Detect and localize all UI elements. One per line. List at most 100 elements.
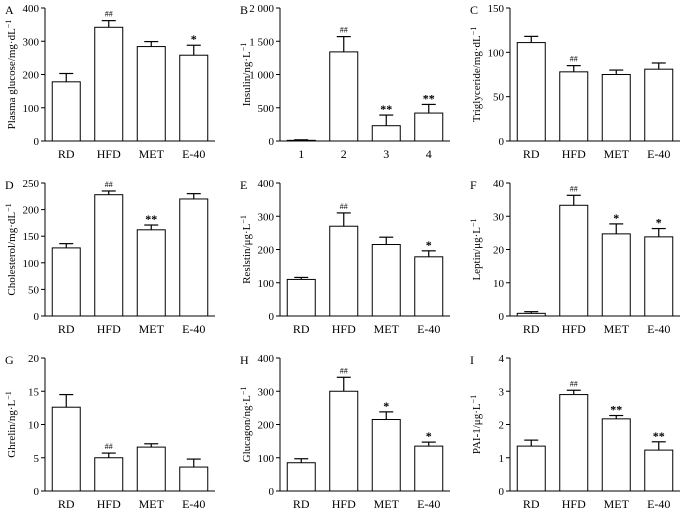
x-tick-label: 4 bbox=[426, 147, 432, 161]
y-axis-label-exponent: −1 bbox=[239, 43, 248, 52]
panel-h: H 0 100 200 300 400 Glucagon/ng·L−1 RD ## HFD * MET… bbox=[239, 353, 450, 511]
significance-mark: ## bbox=[105, 442, 113, 451]
y-tick-label: 2 000 bbox=[249, 3, 274, 15]
y-axis-label-text: Glucagon/ng·L bbox=[241, 395, 253, 462]
x-tick-label: RD bbox=[58, 322, 75, 336]
y-tick-label: 0 bbox=[499, 311, 505, 323]
y-tick-label: 1 bbox=[499, 453, 505, 465]
y-tick-label: 20 bbox=[28, 353, 40, 365]
x-tick-label: HFD bbox=[97, 147, 121, 161]
bar bbox=[371, 419, 401, 492]
y-axis-label: Ghrelin/ng·L−1 bbox=[4, 391, 18, 458]
y-axis-label-exponent: −1 bbox=[469, 395, 478, 404]
y-tick-label: 200 bbox=[258, 420, 275, 432]
panel-label: G bbox=[5, 353, 14, 367]
x-tick-label: E-40 bbox=[417, 322, 440, 336]
panel-label: C bbox=[470, 3, 478, 17]
significance-mark: ** bbox=[610, 403, 622, 417]
significance-mark: ** bbox=[380, 102, 392, 116]
panel-label: F bbox=[470, 178, 477, 192]
y-axis-label-text: Plasma glucose/mg·dL bbox=[6, 28, 18, 129]
x-tick-label: MET bbox=[604, 497, 630, 511]
bar bbox=[559, 394, 589, 492]
y-axis-label-exponent: −1 bbox=[239, 387, 248, 396]
y-tick-label: 30 bbox=[493, 211, 505, 223]
x-tick-label: E-40 bbox=[182, 497, 205, 511]
y-tick-label: 1 000 bbox=[249, 70, 274, 82]
y-tick-label: 0 bbox=[269, 136, 275, 148]
x-tick-label: RD bbox=[523, 147, 540, 161]
panel-g: G 0 5 10 15 20 Ghrelin/ng·L−1 RD ## HFD MET E-40 bbox=[4, 353, 215, 511]
x-tick-label: MET bbox=[139, 322, 165, 336]
bar bbox=[286, 462, 316, 492]
y-tick-label: 400 bbox=[258, 178, 275, 190]
y-tick-label: 0 bbox=[34, 311, 40, 323]
bar bbox=[179, 54, 209, 142]
y-axis-label-text: PAI-1/μg·L bbox=[471, 403, 483, 454]
y-axis-label-exponent: −1 bbox=[4, 20, 13, 29]
bar bbox=[414, 112, 444, 142]
y-tick-label: 50 bbox=[493, 92, 505, 104]
significance-mark: * bbox=[613, 211, 619, 225]
y-tick-label: 15 bbox=[28, 386, 40, 398]
bar bbox=[286, 139, 316, 142]
significance-mark: ** bbox=[145, 212, 157, 226]
y-tick-label: 100 bbox=[258, 453, 275, 465]
y-axis-label: Glucagon/ng·L−1 bbox=[239, 387, 253, 463]
bar bbox=[94, 194, 124, 317]
y-axis-label-text: Insulin/ng·L bbox=[241, 51, 253, 106]
x-tick-label: E-40 bbox=[647, 147, 670, 161]
significance-mark: * bbox=[426, 429, 432, 443]
bar bbox=[559, 71, 589, 142]
y-axis-label: Cholesterol/mg·dL−1 bbox=[4, 203, 18, 295]
y-tick-label: 4 bbox=[499, 353, 505, 365]
bar bbox=[601, 74, 631, 142]
y-tick-label: 300 bbox=[258, 386, 275, 398]
bar bbox=[136, 229, 166, 317]
y-tick-label: 300 bbox=[258, 211, 275, 223]
x-tick-label: HFD bbox=[562, 322, 586, 336]
y-tick-label: 50 bbox=[28, 284, 40, 296]
bar bbox=[94, 457, 124, 492]
bar bbox=[371, 244, 401, 317]
bar bbox=[286, 278, 316, 317]
bar bbox=[601, 418, 631, 492]
y-axis-label-text: Reslstin/μg·L bbox=[241, 223, 253, 284]
y-axis-label-exponent: −1 bbox=[239, 215, 248, 224]
x-tick-label: E-40 bbox=[182, 147, 205, 161]
y-tick-label: 200 bbox=[23, 205, 40, 217]
y-axis-label: Insulin/ng·L−1 bbox=[239, 43, 253, 107]
panel-i: I 0 1 2 3 4 PAI-1/μg·L−1 RD ## HFD ** MET ** E-40 bbox=[469, 353, 680, 511]
y-tick-label: 100 bbox=[258, 278, 275, 290]
panel-a: A 0 100 200 300 400 Plasma glucose/mg·dL−1 RD ##… bbox=[4, 3, 215, 161]
bar bbox=[516, 445, 546, 492]
y-tick-label: 0 bbox=[269, 486, 275, 498]
y-tick-label: 100 bbox=[23, 258, 40, 270]
significance-mark: * bbox=[191, 32, 197, 46]
x-tick-label: MET bbox=[604, 322, 630, 336]
panel-c: C 0 50 100 150 Triglyceride/mg·dL−1 RD ## HFD MET… bbox=[469, 3, 680, 161]
y-tick-label: 200 bbox=[258, 245, 275, 257]
y-axis-label-exponent: −1 bbox=[469, 218, 478, 227]
x-tick-label: RD bbox=[58, 147, 75, 161]
y-axis-label: Leptin/μg·L−1 bbox=[469, 218, 483, 280]
y-tick-label: 0 bbox=[499, 136, 505, 148]
y-axis-label-text: Triglyceride/mg·dL bbox=[471, 35, 483, 122]
y-tick-label: 0 bbox=[34, 486, 40, 498]
x-tick-label: RD bbox=[293, 497, 310, 511]
y-tick-label: 150 bbox=[23, 231, 40, 243]
bar bbox=[371, 125, 401, 142]
bar bbox=[179, 466, 209, 492]
significance-mark: ** bbox=[653, 429, 665, 443]
y-axis-label: Reslstin/μg·L−1 bbox=[239, 215, 253, 284]
x-tick-label: E-40 bbox=[182, 322, 205, 336]
bar bbox=[644, 236, 674, 317]
x-tick-label: HFD bbox=[97, 497, 121, 511]
significance-mark: ## bbox=[340, 202, 348, 211]
panel-label: B bbox=[240, 3, 248, 17]
bar bbox=[414, 256, 444, 317]
significance-mark: ## bbox=[105, 10, 113, 19]
bar bbox=[94, 26, 124, 142]
bar bbox=[644, 449, 674, 492]
